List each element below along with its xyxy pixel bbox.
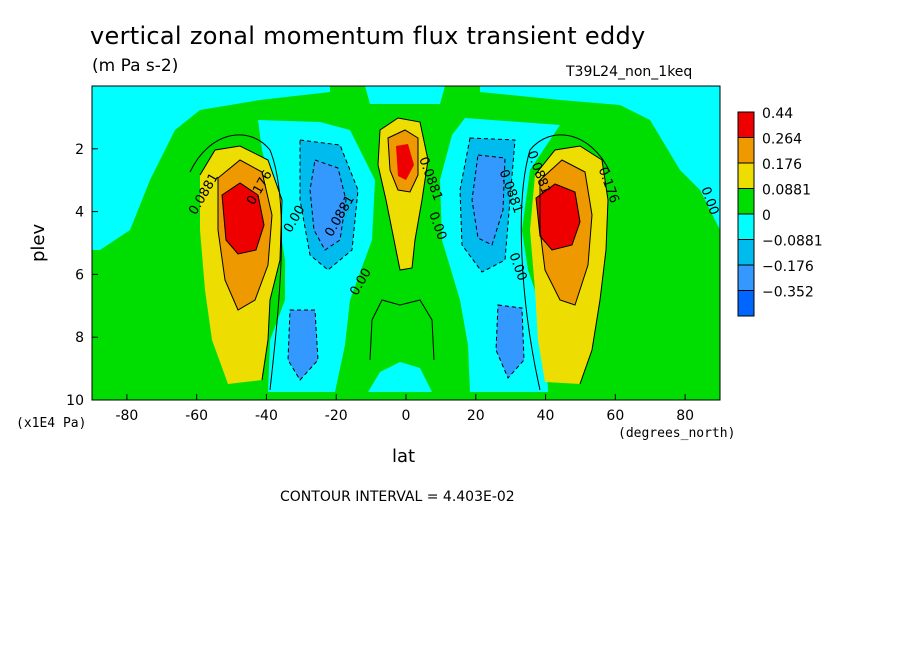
x-tick-label: 80 — [676, 408, 694, 424]
contour-line-south-negative-core — [309, 159, 347, 251]
colorbar-label: 0.44 — [762, 106, 793, 122]
colorbar-label: −0.352 — [762, 285, 814, 301]
x-tick-label: -80 — [115, 408, 138, 424]
band-negative-north-core — [472, 155, 505, 245]
band-positive-south-3 — [222, 183, 264, 254]
colorbar-swatch — [737, 111, 755, 138]
contour-interval: CONTOUR INTERVAL = 4.403E-02 — [280, 489, 515, 505]
y-tick-label: 4 — [75, 205, 84, 221]
colorbar-swatch — [737, 264, 755, 291]
colorbar-swatch — [737, 239, 755, 266]
contour-line-north-1 — [534, 145, 609, 385]
x-tick-label: 0 — [402, 408, 411, 424]
contour-line-north-negative — [459, 137, 516, 273]
y-tick-label: 6 — [75, 267, 84, 283]
band-negative-north-lower — [496, 305, 524, 378]
contour-line-north-negative-core — [471, 154, 506, 246]
band-negative-south-lower — [288, 310, 318, 380]
x-axis-label: lat — [392, 446, 416, 467]
contour-lines — [189, 117, 611, 391]
x-axis-units: (degrees_north) — [618, 426, 736, 441]
chart-title: vertical zonal momentum flux transient e… — [90, 22, 646, 50]
x-tick-label: -60 — [185, 408, 208, 424]
contour-line-south-1 — [199, 145, 283, 381]
band-positive-north-3 — [536, 184, 580, 250]
band-positive-equator-3 — [396, 144, 414, 180]
band-negative-top-left — [92, 86, 330, 250]
x-tick-label: 40 — [537, 408, 555, 424]
contour-line-south-3 — [221, 182, 265, 255]
x-tick-label: 20 — [467, 408, 485, 424]
y-tick-label: 8 — [75, 330, 84, 346]
contour-line-south-negative-lower — [287, 309, 319, 381]
contour-line-south-2 — [217, 159, 273, 311]
contour-line-south-negative — [299, 139, 359, 271]
contour-line-equator-2 — [387, 129, 419, 193]
colorbar-swatch — [737, 290, 755, 317]
contour-line-center-lower — [369, 299, 435, 361]
contour-fills — [92, 86, 720, 400]
chart-units: (m Pa s-2) — [92, 56, 179, 76]
colorbar-label: 0.264 — [762, 132, 802, 148]
contour-line-south-outer — [189, 134, 283, 391]
colorbar-swatch — [737, 162, 755, 189]
x-tick-label: -40 — [255, 408, 278, 424]
contour-line-equator-1 — [377, 117, 429, 271]
contour-line-north-2 — [539, 159, 593, 306]
colorbar-label: −0.0881 — [762, 234, 823, 250]
y-tick-label: 10 — [66, 393, 84, 409]
colorbar-label: 0.176 — [762, 157, 802, 173]
colorbar: 0.44 0.264 0.176 0.0881 0 −0.0881 −0.176 −0.352 — [737, 106, 823, 317]
colorbar-label: 0.0881 — [762, 183, 811, 199]
y-axis-units: (x1E4 Pa) — [16, 416, 87, 431]
colorbar-swatch — [737, 188, 755, 215]
axes: -80 -60 -40 -20 0 20 40 60 80 2 4 6 8 10 — [66, 142, 694, 424]
y-tick-label: 2 — [75, 142, 84, 158]
colorbar-swatch — [737, 213, 755, 240]
colorbar-swatch — [737, 137, 755, 164]
x-tick-label: -20 — [325, 408, 348, 424]
x-tick-label: 60 — [606, 408, 624, 424]
contour-line-north-outer — [520, 134, 611, 391]
band-negative-top-right — [480, 86, 720, 230]
contour-line-north-3 — [535, 183, 581, 251]
colorbar-label: −0.176 — [762, 259, 814, 275]
band-negative-top-center — [365, 86, 445, 104]
colorbar-label: 0 — [762, 208, 771, 224]
band-negative-south-core — [310, 160, 346, 250]
band-negative-lower-center — [368, 362, 432, 392]
run-label: T39L24_non_1keq — [566, 64, 693, 80]
